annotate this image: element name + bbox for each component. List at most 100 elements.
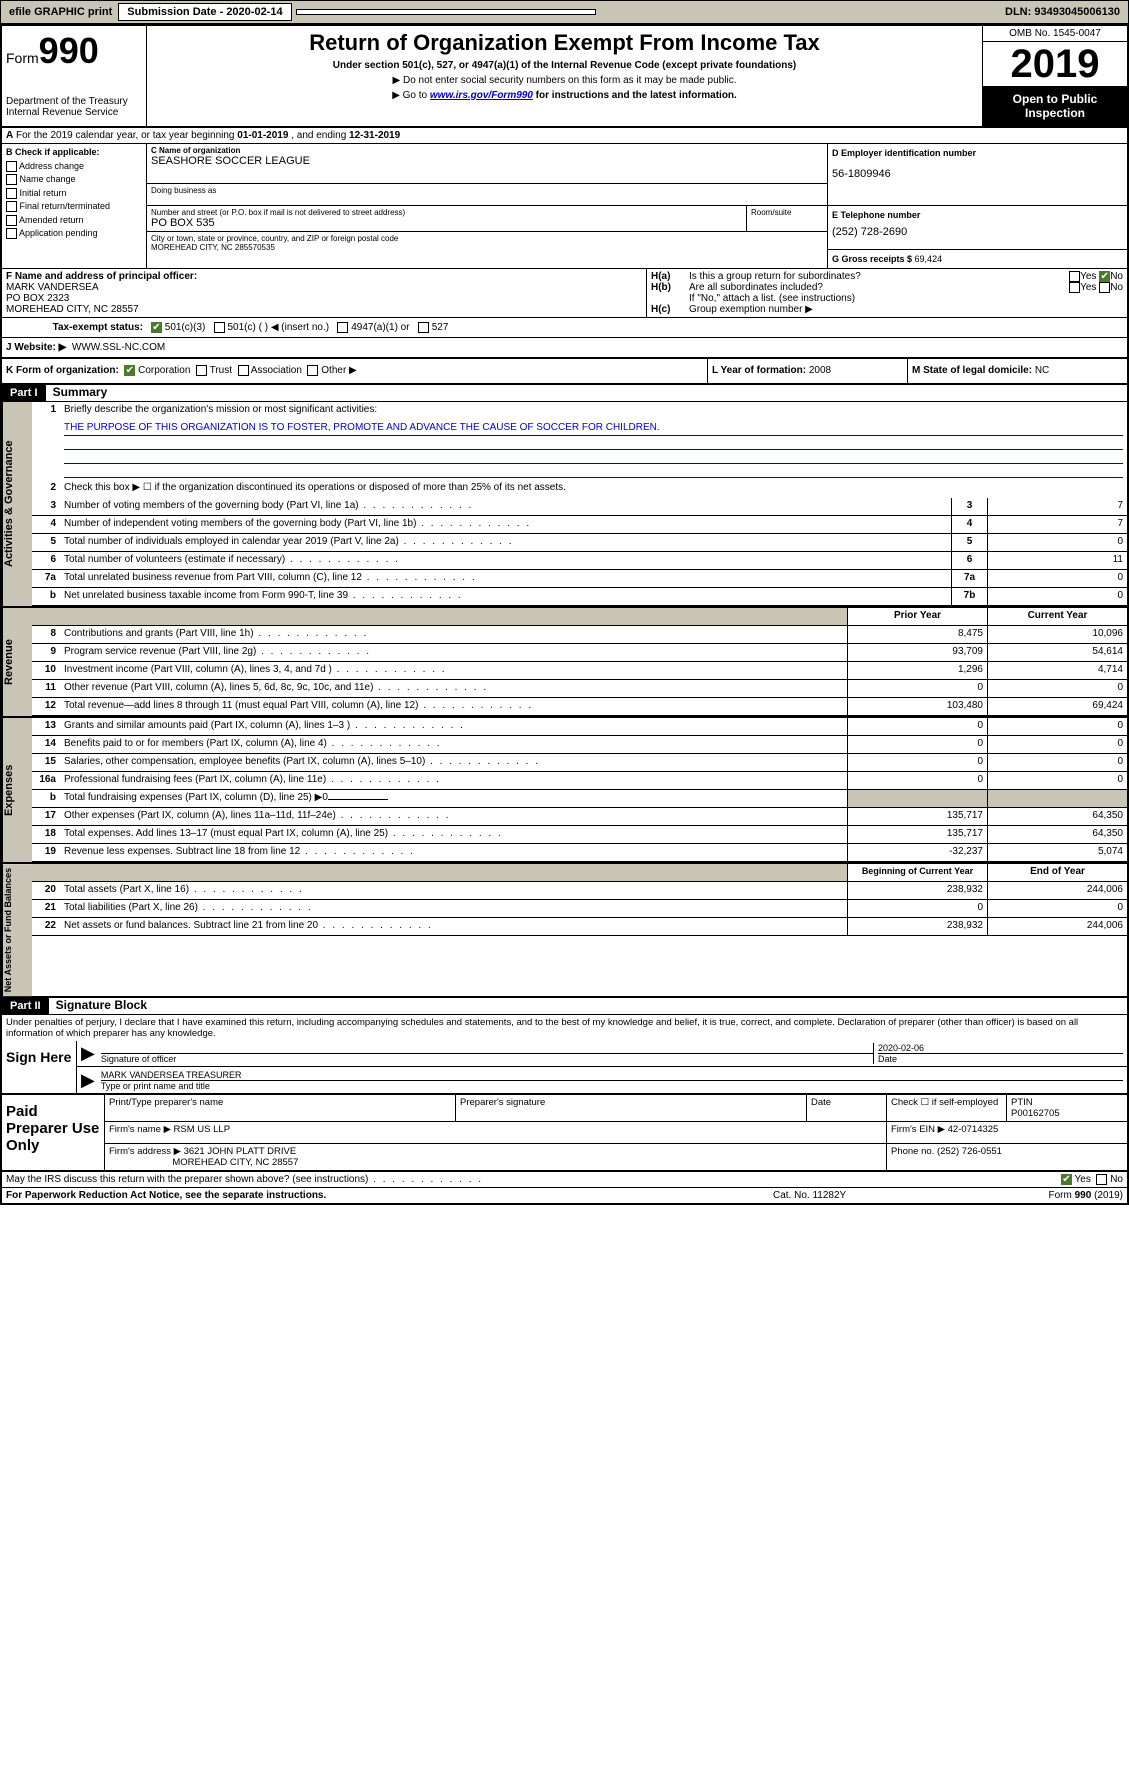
sign-here-label: Sign Here <box>2 1041 77 1093</box>
vtab-expenses: Expenses <box>2 718 32 862</box>
room-box: Room/suite <box>747 206 827 232</box>
dept-label: Department of the Treasury Internal Reve… <box>6 96 142 118</box>
paid-preparer-label: Paid Preparer Use Only <box>2 1095 104 1170</box>
org-name-box: C Name of organization SEASHORE SOCCER L… <box>147 144 827 184</box>
cat-no: Cat. No. 11282Y <box>773 1190 973 1201</box>
gross-value: 69,424 <box>915 254 943 264</box>
header-mid: Return of Organization Exempt From Incom… <box>147 26 982 126</box>
cb-501c[interactable] <box>214 322 225 333</box>
box-c: C Name of organization SEASHORE SOCCER L… <box>147 144 827 268</box>
cb-501c3[interactable] <box>151 322 162 333</box>
sig-arrow-icon-2: ▶ <box>81 1070 95 1091</box>
spacer-box <box>296 9 596 15</box>
open-inspection: Open to Public Inspection <box>983 86 1127 126</box>
form-ref: Form 990 (2019) <box>973 1190 1123 1201</box>
header-left: Form990 Department of the Treasury Inter… <box>2 26 147 126</box>
tel-value: (252) 728-2690 <box>832 226 1123 238</box>
box-b: B Check if applicable: Address change Na… <box>2 144 147 268</box>
cb-initial-return[interactable]: Initial return <box>6 187 142 201</box>
form-number: Form990 <box>6 30 142 72</box>
city-box: City or town, state or province, country… <box>147 232 827 254</box>
section-activities: Activities & Governance 1Briefly describ… <box>2 402 1127 608</box>
cb-final-return[interactable]: Final return/terminated <box>6 200 142 214</box>
omb-number: OMB No. 1545-0047 <box>983 26 1127 42</box>
submission-date-button[interactable]: Submission Date - 2020-02-14 <box>118 3 291 21</box>
box-f: F Name and address of principal officer:… <box>2 269 647 317</box>
dba-box: Doing business as <box>147 184 827 206</box>
box-k: K Form of organization: Corporation Trus… <box>2 359 707 382</box>
section-revenue: Revenue Prior YearCurrent Year 8Contribu… <box>2 608 1127 718</box>
box-klm: K Form of organization: Corporation Trus… <box>2 359 1127 384</box>
cb-ha-no[interactable] <box>1099 271 1110 282</box>
gross-box: G Gross receipts $ 69,424 <box>828 250 1127 268</box>
cb-4947[interactable] <box>337 322 348 333</box>
box-b-label: B Check if applicable: <box>6 147 100 157</box>
cb-discuss-no[interactable] <box>1096 1174 1107 1185</box>
cb-527[interactable] <box>418 322 429 333</box>
org-address: PO BOX 535 <box>151 217 742 229</box>
tax-year: 2019 <box>983 42 1127 86</box>
cb-hb-yes[interactable] <box>1069 282 1080 293</box>
footer: For Paperwork Reduction Act Notice, see … <box>2 1188 1127 1203</box>
cb-trust[interactable] <box>196 365 207 376</box>
cb-corp[interactable] <box>124 365 135 376</box>
cb-address-change[interactable]: Address change <box>6 160 142 174</box>
cb-assoc[interactable] <box>238 365 249 376</box>
form-container: Form990 Department of the Treasury Inter… <box>0 24 1129 1205</box>
vtab-netassets: Net Assets or Fund Balances <box>2 864 32 996</box>
paperwork-notice: For Paperwork Reduction Act Notice, see … <box>6 1190 773 1201</box>
section-fh: F Name and address of principal officer:… <box>2 269 1127 318</box>
section-netassets: Net Assets or Fund Balances Beginning of… <box>2 864 1127 998</box>
form-title: Return of Organization Exempt From Incom… <box>155 30 974 56</box>
org-name: SEASHORE SOCCER LEAGUE <box>151 155 823 167</box>
cb-discuss-yes[interactable] <box>1061 1174 1072 1185</box>
tel-box: E Telephone number (252) 728-2690 <box>828 206 1127 250</box>
cb-other[interactable] <box>307 365 318 376</box>
addr-box: Number and street (or P.O. box if mail i… <box>147 206 747 232</box>
box-m: M State of legal domicile: NC <box>907 359 1127 382</box>
top-toolbar: efile GRAPHIC print Submission Date - 20… <box>0 0 1129 24</box>
firm-addr: 3621 JOHN PLATT DRIVE <box>184 1146 297 1157</box>
line-a: A For the 2019 calendar year, or tax yea… <box>2 128 1127 144</box>
cb-app-pending[interactable]: Application pending <box>6 227 142 241</box>
discuss-row: May the IRS discuss this return with the… <box>2 1172 1127 1188</box>
website-value: WWW.SSL-NC.COM <box>72 342 165 353</box>
box-l: L Year of formation: 2008 <box>707 359 907 382</box>
ein-box: D Employer identification number 56-1809… <box>828 144 1127 206</box>
box-j: J Website: ▶ WWW.SSL-NC.COM <box>2 338 1127 359</box>
firm-name: RSM US LLP <box>174 1124 231 1135</box>
ptin-value: P00162705 <box>1011 1108 1060 1119</box>
form-header: Form990 Department of the Treasury Inter… <box>2 26 1127 128</box>
box-h: H(a) Is this a group return for subordin… <box>647 269 1127 317</box>
perjury-declaration: Under penalties of perjury, I declare th… <box>2 1015 1127 1041</box>
note-ssn: ▶ Do not enter social security numbers o… <box>155 75 974 86</box>
form-subtitle: Under section 501(c), 527, or 4947(a)(1)… <box>155 60 974 71</box>
form-number-big: 990 <box>39 30 99 71</box>
org-city: MOREHEAD CITY, NC 285570535 <box>151 243 823 252</box>
vtab-revenue: Revenue <box>2 608 32 716</box>
ein-value: 56-1809946 <box>832 168 1123 180</box>
efile-label: efile GRAPHIC print <box>3 4 118 20</box>
cb-ha-yes[interactable] <box>1069 271 1080 282</box>
box-deg: D Employer identification number 56-1809… <box>827 144 1127 268</box>
firm-phone: (252) 726-0551 <box>937 1146 1002 1157</box>
cb-hb-no[interactable] <box>1099 282 1110 293</box>
box-i: Tax-exempt status: 501(c)(3) 501(c) ( ) … <box>2 318 1127 338</box>
firm-ein: 42-0714325 <box>948 1124 999 1135</box>
vtab-activities: Activities & Governance <box>2 402 32 606</box>
officer-name: MARK VANDERSEA <box>6 282 99 293</box>
signature-block: Under penalties of perjury, I declare th… <box>2 1015 1127 1095</box>
irs-link[interactable]: www.irs.gov/Form990 <box>430 90 533 101</box>
form-prefix: Form <box>6 50 39 66</box>
officer-name-title: MARK VANDERSEA TREASURER <box>101 1070 1123 1080</box>
cb-name-change[interactable]: Name change <box>6 173 142 187</box>
note-link: ▶ Go to www.irs.gov/Form990 for instruct… <box>155 90 974 101</box>
cb-amended[interactable]: Amended return <box>6 214 142 228</box>
part2-header: Part II Signature Block <box>2 998 1127 1015</box>
paid-preparer-block: Paid Preparer Use Only Print/Type prepar… <box>2 1095 1127 1172</box>
part1-header: Part I Summary <box>2 385 1127 402</box>
dln-label: DLN: 93493045006130 <box>999 4 1126 20</box>
section-bcdefg: B Check if applicable: Address change Na… <box>2 144 1127 269</box>
header-right: OMB No. 1545-0047 2019 Open to Public In… <box>982 26 1127 126</box>
sig-arrow-icon: ▶ <box>81 1043 95 1064</box>
